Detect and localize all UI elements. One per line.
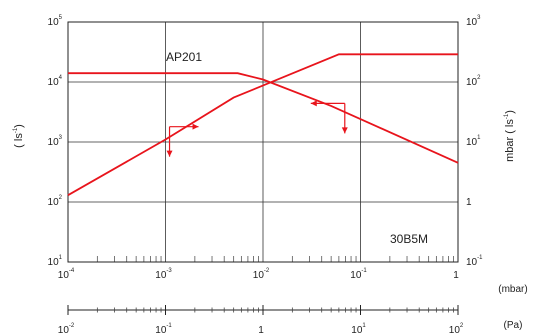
- right-tick-label: 10-1: [466, 255, 483, 268]
- right-axis-title: mbar ( ls-1): [504, 110, 516, 162]
- series-label-30b5m: 30B5M: [390, 232, 428, 246]
- x-tick-label-mbar: 10-3: [155, 268, 172, 281]
- arrow-head-left: [310, 100, 317, 107]
- x-tick-label-mbar: 10-1: [350, 268, 367, 281]
- arrow-annotations: [166, 100, 348, 157]
- x-tick-label-pa: 102: [449, 323, 464, 336]
- arrow-head-down: [341, 127, 348, 134]
- right-tick-label: 102: [466, 75, 481, 88]
- left-tick-label: 102: [48, 195, 63, 208]
- minor-ticks: [96, 256, 454, 262]
- series-lines: [67, 53, 459, 196]
- x-tick-label-mbar: 1: [453, 270, 459, 281]
- tick-labels: 10-4 10-3 10-2 10-1 1 (mbar) 105 104 103 102 101 10…: [13, 15, 528, 295]
- x-tick-label-mbar: 10-4: [58, 268, 75, 281]
- x-tick-label-pa: 10-2: [58, 323, 75, 336]
- left-tick-label: 103: [48, 135, 63, 148]
- arrow-head-right: [192, 123, 199, 130]
- series-line-ap201: [67, 53, 458, 196]
- right-tick-label: 103: [466, 15, 481, 28]
- series-line-30b5m: [68, 72, 459, 164]
- pa-axis: 10-2 10-1 1 101 102 (Pa): [58, 305, 523, 336]
- series-label-ap201: AP201: [166, 50, 202, 64]
- x-tick-label-pa: 10-1: [155, 323, 172, 336]
- right-tick-label: 101: [466, 135, 481, 148]
- arrow-head-down: [166, 150, 173, 157]
- left-tick-label: 101: [48, 255, 63, 268]
- x-tick-label-pa: 101: [351, 323, 366, 336]
- x-unit-mbar: (mbar): [498, 284, 527, 295]
- x-tick-label-pa: 1: [258, 325, 264, 336]
- x-unit-pa: (Pa): [504, 320, 523, 331]
- plot-frame: [67, 21, 459, 263]
- x-tick-label-mbar: 10-2: [253, 268, 270, 281]
- left-axis-title: ( ls-1): [13, 124, 25, 148]
- grid-lines: [68, 22, 458, 262]
- right-tick-label: 1: [466, 197, 472, 208]
- left-tick-label: 104: [48, 75, 63, 88]
- left-tick-label: 105: [48, 15, 63, 28]
